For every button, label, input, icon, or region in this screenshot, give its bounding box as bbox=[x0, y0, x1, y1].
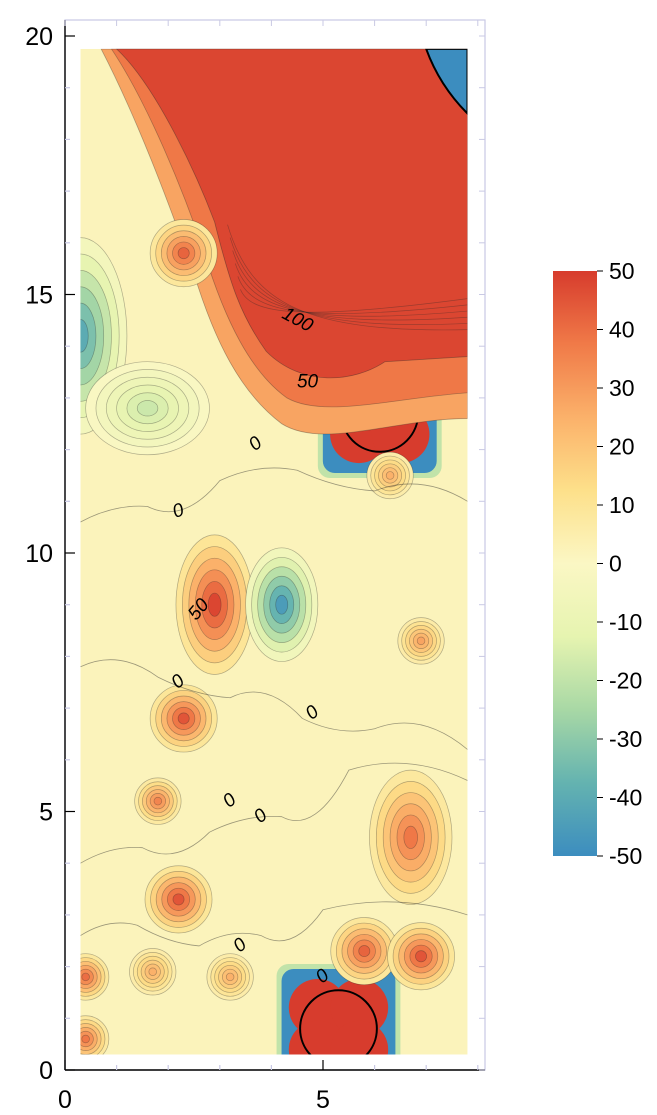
colorbar-tick-label: 40 bbox=[609, 317, 635, 343]
zero-contour-line bbox=[80, 659, 468, 750]
zero-contour-line bbox=[80, 762, 468, 864]
heatmap-field bbox=[80, 48, 468, 1055]
zero-contour-line bbox=[80, 901, 468, 947]
colorbar-tick-label: -30 bbox=[609, 726, 642, 752]
anomaly-positive bbox=[134, 777, 182, 825]
colorbar-tick-label: 30 bbox=[609, 375, 635, 401]
anomaly-positive bbox=[149, 684, 218, 753]
y-tick-label: 5 bbox=[39, 799, 53, 827]
anomaly-negative bbox=[245, 547, 319, 662]
anomaly-positive bbox=[206, 953, 254, 1001]
colorbar-tick-label: 0 bbox=[609, 551, 622, 577]
colorbar: 50 40 30 20 10 0 -10 -20 -30 -40 -50 bbox=[553, 258, 642, 869]
colorbar-tick-label: 10 bbox=[609, 492, 635, 518]
anomaly-positive bbox=[175, 534, 254, 675]
anomaly-positive bbox=[387, 922, 455, 991]
anomaly-positive bbox=[330, 917, 399, 986]
colorbar-tick-label: -40 bbox=[609, 785, 642, 811]
anomaly-positive bbox=[366, 451, 414, 500]
contour-label: 50 bbox=[297, 371, 319, 392]
high-region bbox=[100, 48, 468, 435]
colorbar-tick-label: 50 bbox=[609, 258, 635, 284]
anomaly-positive bbox=[149, 219, 218, 288]
colorbar-tick-label: 20 bbox=[609, 434, 635, 460]
axes: 0 5 0 5 10 15 20 bbox=[25, 20, 485, 1114]
colorbar-tick-label: -20 bbox=[609, 668, 642, 694]
anomaly-negative bbox=[85, 361, 210, 456]
x-tick-label: 0 bbox=[58, 1086, 72, 1114]
y-tick-label: 0 bbox=[39, 1057, 53, 1085]
anomaly-positive bbox=[80, 953, 110, 1001]
block-anomaly bbox=[276, 964, 401, 1055]
anomaly-positive bbox=[144, 865, 213, 934]
x-tick-label: 5 bbox=[316, 1086, 330, 1114]
anomaly-positive bbox=[80, 1015, 110, 1055]
anomaly-positive bbox=[397, 617, 445, 665]
colorbar-tick-label: -50 bbox=[609, 843, 642, 869]
zero-contour-line bbox=[80, 467, 468, 523]
y-tick-label: 15 bbox=[25, 282, 53, 310]
y-tick-label: 10 bbox=[25, 540, 53, 568]
y-tick-label: 20 bbox=[25, 23, 53, 51]
colorbar-gradient bbox=[553, 271, 597, 856]
anomaly-positive bbox=[129, 948, 177, 996]
colorbar-tick-label: -10 bbox=[609, 609, 642, 635]
anomaly-positive bbox=[369, 769, 453, 905]
